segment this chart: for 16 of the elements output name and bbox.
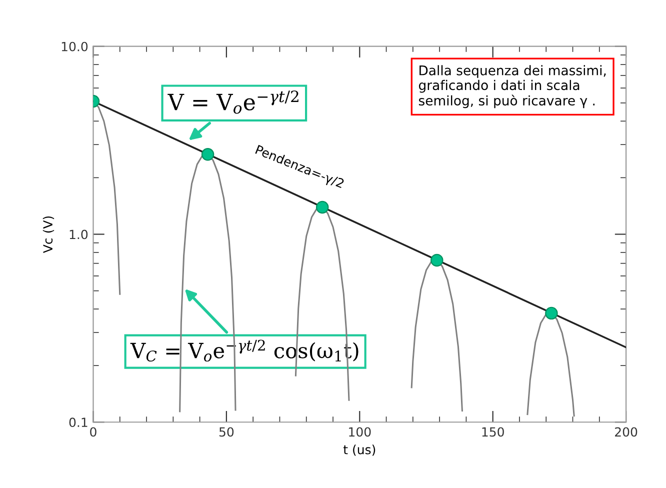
y-tick-label: 0.1 [69,418,88,428]
x-tick-label: 200 [615,427,638,437]
y-axis-title: Vc (V) [42,216,54,253]
x-tick-label: 0 [90,427,96,437]
x-tick-label: 150 [482,427,504,437]
y-tick-label: 10.0 [62,42,88,52]
point [430,254,444,267]
point [545,306,558,320]
x-axis-title: t (us) [343,444,376,456]
x-tick-label: 100 [349,427,371,437]
annotation: V = V$_{o}$e$^{−γt/2}$ [168,90,298,114]
annotation: Dalla sequenza dei massimi, graficando i dati in scala semilog, si può ricavare γ . [418,65,606,108]
point [201,148,214,161]
y-tick-label: 1.0 [70,230,88,240]
x-tick-label: 50 [219,427,234,437]
point [316,200,329,214]
